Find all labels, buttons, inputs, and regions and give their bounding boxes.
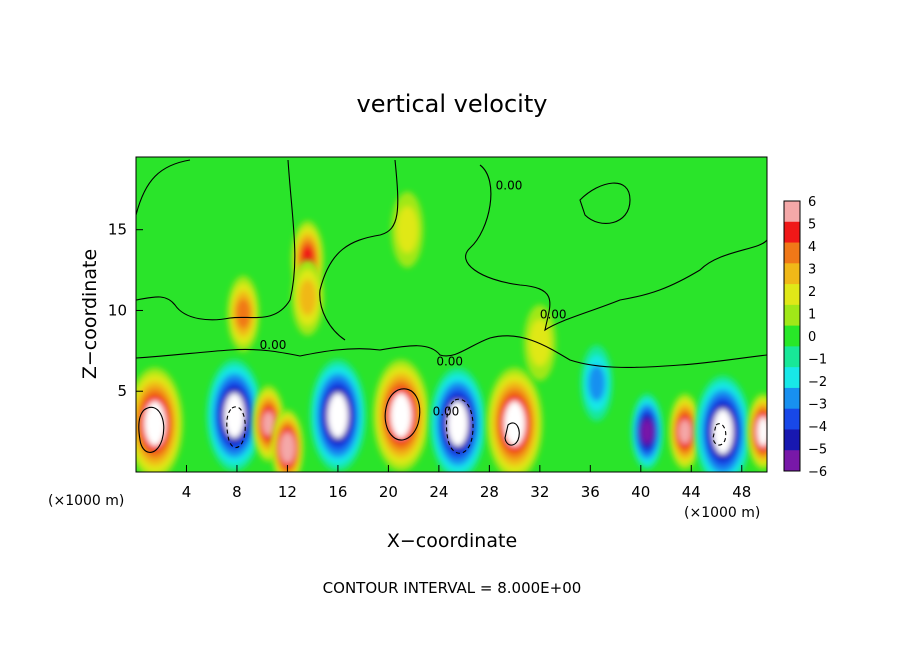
colorbar: 6 5 4 3 2 1 0 −1 −2 −3 −4 −5 −6 xyxy=(783,195,827,480)
colorbar-swatch-3 xyxy=(784,263,800,285)
colorbar-label-4: 4 xyxy=(808,240,816,255)
plot-frame xyxy=(135,156,768,473)
colorbar-swatch-12 xyxy=(784,450,800,472)
velocity-cell-17 xyxy=(523,304,556,381)
contour-label-0: 0.00 xyxy=(260,338,287,352)
core-contour-5 xyxy=(504,422,520,446)
chart-title: vertical velocity xyxy=(357,90,548,118)
x-tick-label-12: 12 xyxy=(278,483,297,501)
x-unit-right: (×1000 m) xyxy=(684,505,760,521)
plot-area: 0.00 0.00 0.00 0.00 0.00 xyxy=(135,156,768,473)
velocity-cell-8 xyxy=(631,393,664,470)
colorbar-label-1: 1 xyxy=(808,308,816,323)
colorbar-label-3: 3 xyxy=(808,263,816,278)
contour-label-2: 0.00 xyxy=(496,178,523,192)
colorbar-swatch-10 xyxy=(784,408,800,430)
velocity-cell-10 xyxy=(694,375,751,472)
core-contour-4 xyxy=(445,398,474,454)
y-tick-label-10: 10 xyxy=(108,301,127,319)
x-tick-label-36: 36 xyxy=(581,483,600,501)
contour-interval-footer: CONTOUR INTERVAL = 8.000E+00 xyxy=(323,579,582,597)
contour-labels: 0.00 0.00 0.00 0.00 0.00 xyxy=(260,178,567,418)
x-tick-label-8: 8 xyxy=(232,483,242,501)
y-axis-title: Z−coordinate xyxy=(79,249,101,379)
colorbar-swatch-0 xyxy=(784,201,800,223)
colorbar-label--5: −5 xyxy=(808,443,827,458)
colorbar-swatch-11 xyxy=(784,429,800,451)
colorbar-label--6: −6 xyxy=(808,465,827,480)
x-tick-label-20: 20 xyxy=(379,483,398,501)
core-contour-1 xyxy=(138,407,165,453)
velocity-cell-4 xyxy=(309,359,366,472)
x-axis: 4 8 12 16 20 24 28 32 36 40 44 48 xyxy=(182,465,751,501)
velocity-cell-0 xyxy=(136,367,183,472)
velocity-cell-6 xyxy=(429,367,486,472)
zero-contour-top-left xyxy=(136,159,191,216)
colorbar-swatch-5 xyxy=(784,304,800,327)
x-unit-left: (×1000 m) xyxy=(48,493,124,509)
colorbar-label-0: 0 xyxy=(808,330,816,345)
velocity-cell-3 xyxy=(271,409,304,472)
colorbar-label--2: −2 xyxy=(808,375,827,390)
core-contour-6 xyxy=(712,423,727,446)
colorbar-swatch-2 xyxy=(784,242,800,264)
y-axis: 5 10 15 xyxy=(108,221,143,400)
velocity-cell-11 xyxy=(747,393,767,470)
colorbar-swatch-9 xyxy=(784,387,800,410)
core-contour-3 xyxy=(384,388,421,441)
zero-contour-top-right xyxy=(579,182,631,224)
x-tick-label-16: 16 xyxy=(328,483,347,501)
core-contour-2 xyxy=(226,406,246,449)
velocity-cell-5 xyxy=(373,359,430,472)
colorbar-swatch-4 xyxy=(784,284,800,306)
x-tick-label-48: 48 xyxy=(732,483,751,501)
colorbar-label--1: −1 xyxy=(808,353,827,368)
colorbar-label-6: 6 xyxy=(808,195,816,210)
colorbar-frame xyxy=(783,200,801,472)
colorbar-label-5: 5 xyxy=(808,218,816,233)
colorbar-label--3: −3 xyxy=(808,398,827,413)
x-tick-label-44: 44 xyxy=(682,483,701,501)
contour-label-4: 0.00 xyxy=(433,404,460,418)
x-tick-label-32: 32 xyxy=(530,483,549,501)
colorbar-label-2: 2 xyxy=(808,285,816,300)
colorbar-swatch-7 xyxy=(784,346,800,368)
velocity-cell-1 xyxy=(206,359,263,472)
velocity-cell-14 xyxy=(580,345,613,422)
y-tick-label-15: 15 xyxy=(108,221,127,239)
velocity-cell-13 xyxy=(291,259,324,336)
colorbar-swatch-6 xyxy=(784,325,800,347)
velocity-cell-15 xyxy=(227,275,260,352)
velocity-cell-16 xyxy=(391,191,424,268)
colorbar-swatch-1 xyxy=(784,221,800,244)
zero-contour-upper xyxy=(136,159,767,341)
y-tick-label-5: 5 xyxy=(117,382,127,400)
x-tick-label-24: 24 xyxy=(429,483,448,501)
x-tick-label-4: 4 xyxy=(182,483,192,501)
x-tick-label-28: 28 xyxy=(480,483,499,501)
colorbar-swatch-8 xyxy=(784,367,800,389)
contour-lines xyxy=(136,159,767,454)
zero-contour-lower xyxy=(136,335,767,368)
colorbar-label--4: −4 xyxy=(808,420,827,435)
contour-label-3: 0.00 xyxy=(540,308,567,322)
x-axis-title: X−coordinate xyxy=(387,530,517,552)
velocity-cell-9 xyxy=(668,393,701,470)
contour-label-1: 0.00 xyxy=(436,354,463,368)
x-tick-label-40: 40 xyxy=(631,483,650,501)
